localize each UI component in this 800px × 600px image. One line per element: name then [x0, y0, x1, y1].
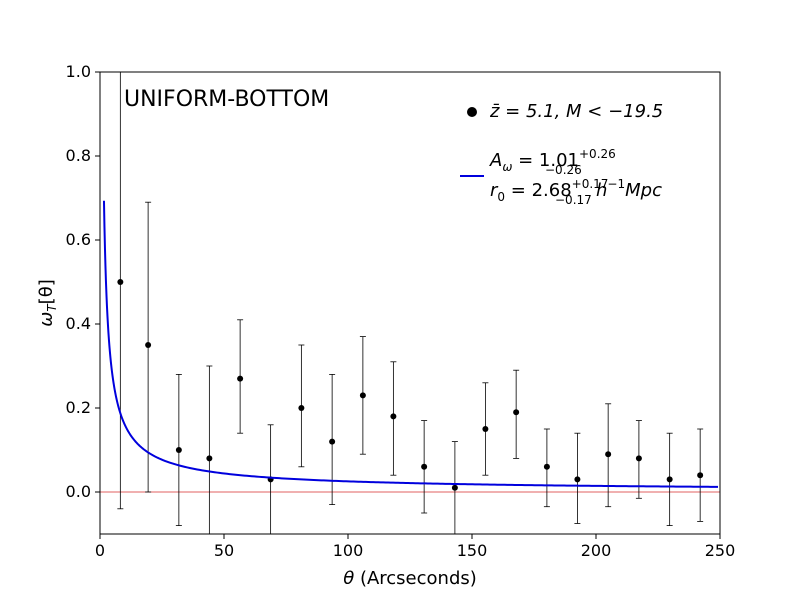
- y-tick-label: 0.6: [66, 230, 91, 249]
- legend: z̄ = 5.1, M < −19.5 Aω = 1.01+0.26 −0.26 …: [460, 101, 663, 207]
- x-axis-label-symbol: θ: [343, 568, 354, 589]
- data-point: [117, 279, 124, 285]
- legend-fit-r: r: [490, 180, 499, 201]
- data-point: [451, 484, 458, 491]
- legend-label-fit-line2: r0 = 2.68+0.17 −0.17 h−1Mpc: [490, 177, 662, 207]
- y-axis: 0.0 0.2 0.4 0.6 0.8 1.0: [66, 62, 100, 501]
- y-tick-label: 0.0: [66, 482, 91, 501]
- data-point: [697, 472, 704, 479]
- x-tick-label: 0: [95, 541, 105, 560]
- legend-fit-a: A: [489, 150, 502, 171]
- legend-fit-r-sub: 0: [497, 190, 505, 204]
- legend-fit-h: h: [596, 180, 607, 201]
- legend-fit-r-minus: −0.17: [555, 193, 592, 207]
- legend-label-fit-line1: Aω = 1.01+0.26 −0.26: [489, 147, 616, 177]
- data-point: [298, 405, 305, 411]
- x-tick-label: 200: [581, 541, 612, 560]
- chart-title: UNIFORM-BOTTOM: [124, 87, 329, 112]
- data-point: [390, 413, 397, 420]
- y-axis-label: ωT[θ]: [36, 279, 59, 326]
- x-tick-label: 150: [457, 541, 488, 560]
- legend-fit-r-value: = 2.68: [505, 180, 572, 201]
- data-point: [635, 455, 642, 462]
- x-axis-label: θ (Arcseconds): [343, 568, 477, 589]
- y-tick-label: 0.2: [66, 398, 91, 417]
- x-axis-label-text: (Arcseconds): [354, 568, 477, 589]
- legend-label-points: z̄ = 5.1, M < −19.5: [489, 101, 663, 122]
- y-axis-label-tail: [θ]: [36, 279, 57, 304]
- data-point: [543, 463, 550, 470]
- plot-area: [100, 72, 720, 534]
- data-point: [237, 375, 244, 382]
- data-point: [574, 476, 581, 483]
- data-point: [175, 447, 182, 453]
- data-point: [329, 438, 336, 445]
- data-point: [605, 451, 612, 458]
- data-point: [482, 426, 489, 432]
- legend-fit-a-minus: −0.26: [545, 163, 582, 177]
- x-tick-label: 100: [333, 541, 364, 560]
- legend-fit-a-value: = 1.01: [512, 150, 579, 171]
- fit-curve: [102, 200, 719, 488]
- data-point: [145, 342, 152, 348]
- y-axis-label-sub: T: [45, 303, 59, 312]
- data-point: [421, 463, 428, 470]
- y-tick-label: 1.0: [66, 62, 91, 81]
- x-tick-label: 250: [705, 541, 736, 560]
- x-tick-label: 50: [214, 541, 234, 560]
- data-point: [666, 476, 673, 483]
- legend-fit-a-plus: +0.26: [579, 147, 616, 161]
- x-axis: 0 50 100 150 200 250: [95, 534, 735, 560]
- data-point: [513, 409, 520, 416]
- plot-frame: [99, 71, 721, 535]
- y-axis-label-main: ω: [36, 312, 57, 327]
- legend-fit-a-sub: ω: [502, 160, 512, 174]
- legend-fit-h-exp: −1: [607, 177, 625, 191]
- y-tick-label: 0.4: [66, 314, 91, 333]
- legend-fit-r-plus: +0.17: [572, 177, 609, 191]
- data-point: [359, 392, 366, 399]
- legend-fit-mpc: Mpc: [625, 180, 662, 201]
- data-point: [206, 455, 213, 462]
- legend-marker-points: [467, 107, 477, 117]
- y-tick-label: 0.8: [66, 146, 91, 165]
